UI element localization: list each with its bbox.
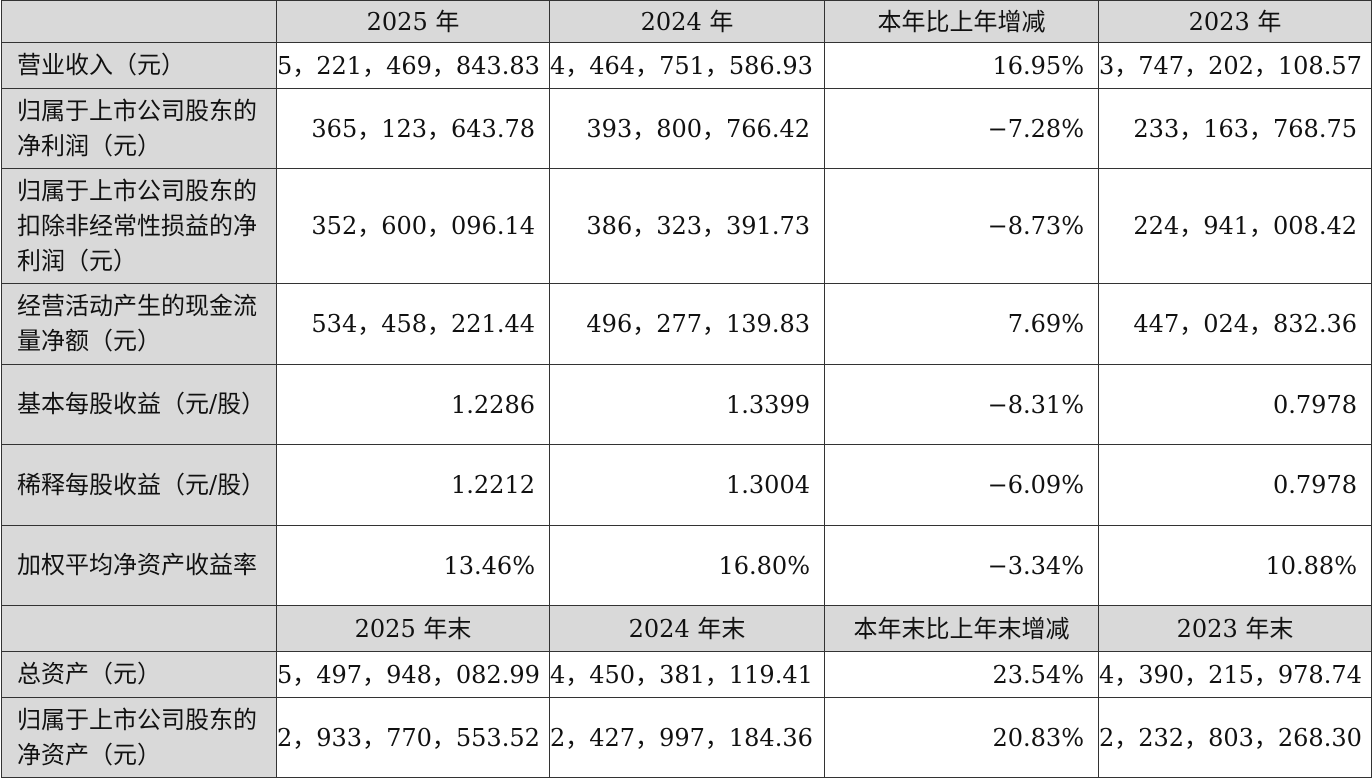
- table-row: 归属于上市公司股东的净利润（元） 365，123，643.78 393，800，…: [1, 88, 1372, 169]
- cell-2023: 2，232，803，268.30: [1098, 697, 1372, 778]
- cell-2023: 447，024，832.36: [1098, 283, 1372, 365]
- cell-2024: 16.80%: [549, 525, 825, 606]
- table-row: 营业收入（元） 5，221，469，843.83 4，464，751，586.9…: [1, 42, 1372, 89]
- cell-2025: 13.46%: [276, 525, 550, 606]
- cell-2024: 4，464，751，586.93: [549, 42, 825, 89]
- header-corner: [1, 0, 277, 43]
- row-label: 加权平均净资产收益率: [1, 525, 277, 606]
- header-yoy-change-end: 本年末比上年末增减: [824, 605, 1099, 652]
- cell-2025: 352，600，096.14: [276, 168, 550, 284]
- cell-2025: 5，221，469，843.83: [276, 42, 550, 89]
- cell-change: 20.83%: [824, 697, 1099, 778]
- cell-change: 7.69%: [824, 283, 1099, 365]
- cell-change: 23.54%: [824, 651, 1099, 698]
- cell-2024: 4，450，381，119.41: [549, 651, 825, 698]
- cell-2024: 1.3399: [549, 364, 825, 445]
- cell-2024: 1.3004: [549, 444, 825, 526]
- table-row: 稀释每股收益（元/股） 1.2212 1.3004 −6.09% 0.7978: [1, 444, 1372, 526]
- cell-2025: 365，123，643.78: [276, 88, 550, 169]
- header-row-annual: 2025 年 2024 年 本年比上年增减 2023 年: [1, 0, 1372, 43]
- cell-2023: 10.88%: [1098, 525, 1372, 606]
- cell-2023: 224，941，008.42: [1098, 168, 1372, 284]
- table-row: 基本每股收益（元/股） 1.2286 1.3399 −8.31% 0.7978: [1, 364, 1372, 445]
- header-2025-end: 2025 年末: [276, 605, 550, 652]
- cell-2025: 5，497，948，082.99: [276, 651, 550, 698]
- cell-change: 16.95%: [824, 42, 1099, 89]
- cell-change: −8.31%: [824, 364, 1099, 445]
- table-row: 归属于上市公司股东的净资产（元） 2，933，770，553.52 2，427，…: [1, 697, 1372, 778]
- cell-2023: 0.7978: [1098, 364, 1372, 445]
- cell-2023: 233，163，768.75: [1098, 88, 1372, 169]
- table-row: 加权平均净资产收益率 13.46% 16.80% −3.34% 10.88%: [1, 525, 1372, 606]
- cell-2023: 4，390，215，978.74: [1098, 651, 1372, 698]
- cell-2023: 3，747，202，108.57: [1098, 42, 1372, 89]
- cell-2024: 496，277，139.83: [549, 283, 825, 365]
- header-yoy-change: 本年比上年增减: [824, 0, 1099, 43]
- row-label: 归属于上市公司股东的净利润（元）: [1, 88, 277, 169]
- cell-2025: 534，458，221.44: [276, 283, 550, 365]
- table-row: 经营活动产生的现金流量净额（元） 534，458，221.44 496，277，…: [1, 283, 1372, 365]
- row-label: 归属于上市公司股东的净资产（元）: [1, 697, 277, 778]
- cell-change: −6.09%: [824, 444, 1099, 526]
- row-label: 营业收入（元）: [1, 42, 277, 89]
- cell-change: −7.28%: [824, 88, 1099, 169]
- cell-2023: 0.7978: [1098, 444, 1372, 526]
- row-label: 经营活动产生的现金流量净额（元）: [1, 283, 277, 365]
- row-label: 基本每股收益（元/股）: [1, 364, 277, 445]
- header-2023: 2023 年: [1098, 0, 1372, 43]
- header-2024: 2024 年: [549, 0, 825, 43]
- cell-change: −3.34%: [824, 525, 1099, 606]
- cell-2024: 386，323，391.73: [549, 168, 825, 284]
- row-label: 稀释每股收益（元/股）: [1, 444, 277, 526]
- table-row: 总资产（元） 5，497，948，082.99 4，450，381，119.41…: [1, 651, 1372, 698]
- cell-change: −8.73%: [824, 168, 1099, 284]
- table-row: 归属于上市公司股东的扣除非经常性损益的净利润（元） 352，600，096.14…: [1, 168, 1372, 284]
- header-2024-end: 2024 年末: [549, 605, 825, 652]
- header-corner: [1, 605, 277, 652]
- row-label: 归属于上市公司股东的扣除非经常性损益的净利润（元）: [1, 168, 277, 284]
- cell-2024: 393，800，766.42: [549, 88, 825, 169]
- cell-2025: 1.2212: [276, 444, 550, 526]
- cell-2025: 1.2286: [276, 364, 550, 445]
- row-label: 总资产（元）: [1, 651, 277, 698]
- header-row-year-end: 2025 年末 2024 年末 本年末比上年末增减 2023 年末: [1, 605, 1372, 652]
- cell-2025: 2，933，770，553.52: [276, 697, 550, 778]
- cell-2024: 2，427，997，184.36: [549, 697, 825, 778]
- header-2023-end: 2023 年末: [1098, 605, 1372, 652]
- header-2025: 2025 年: [276, 0, 550, 43]
